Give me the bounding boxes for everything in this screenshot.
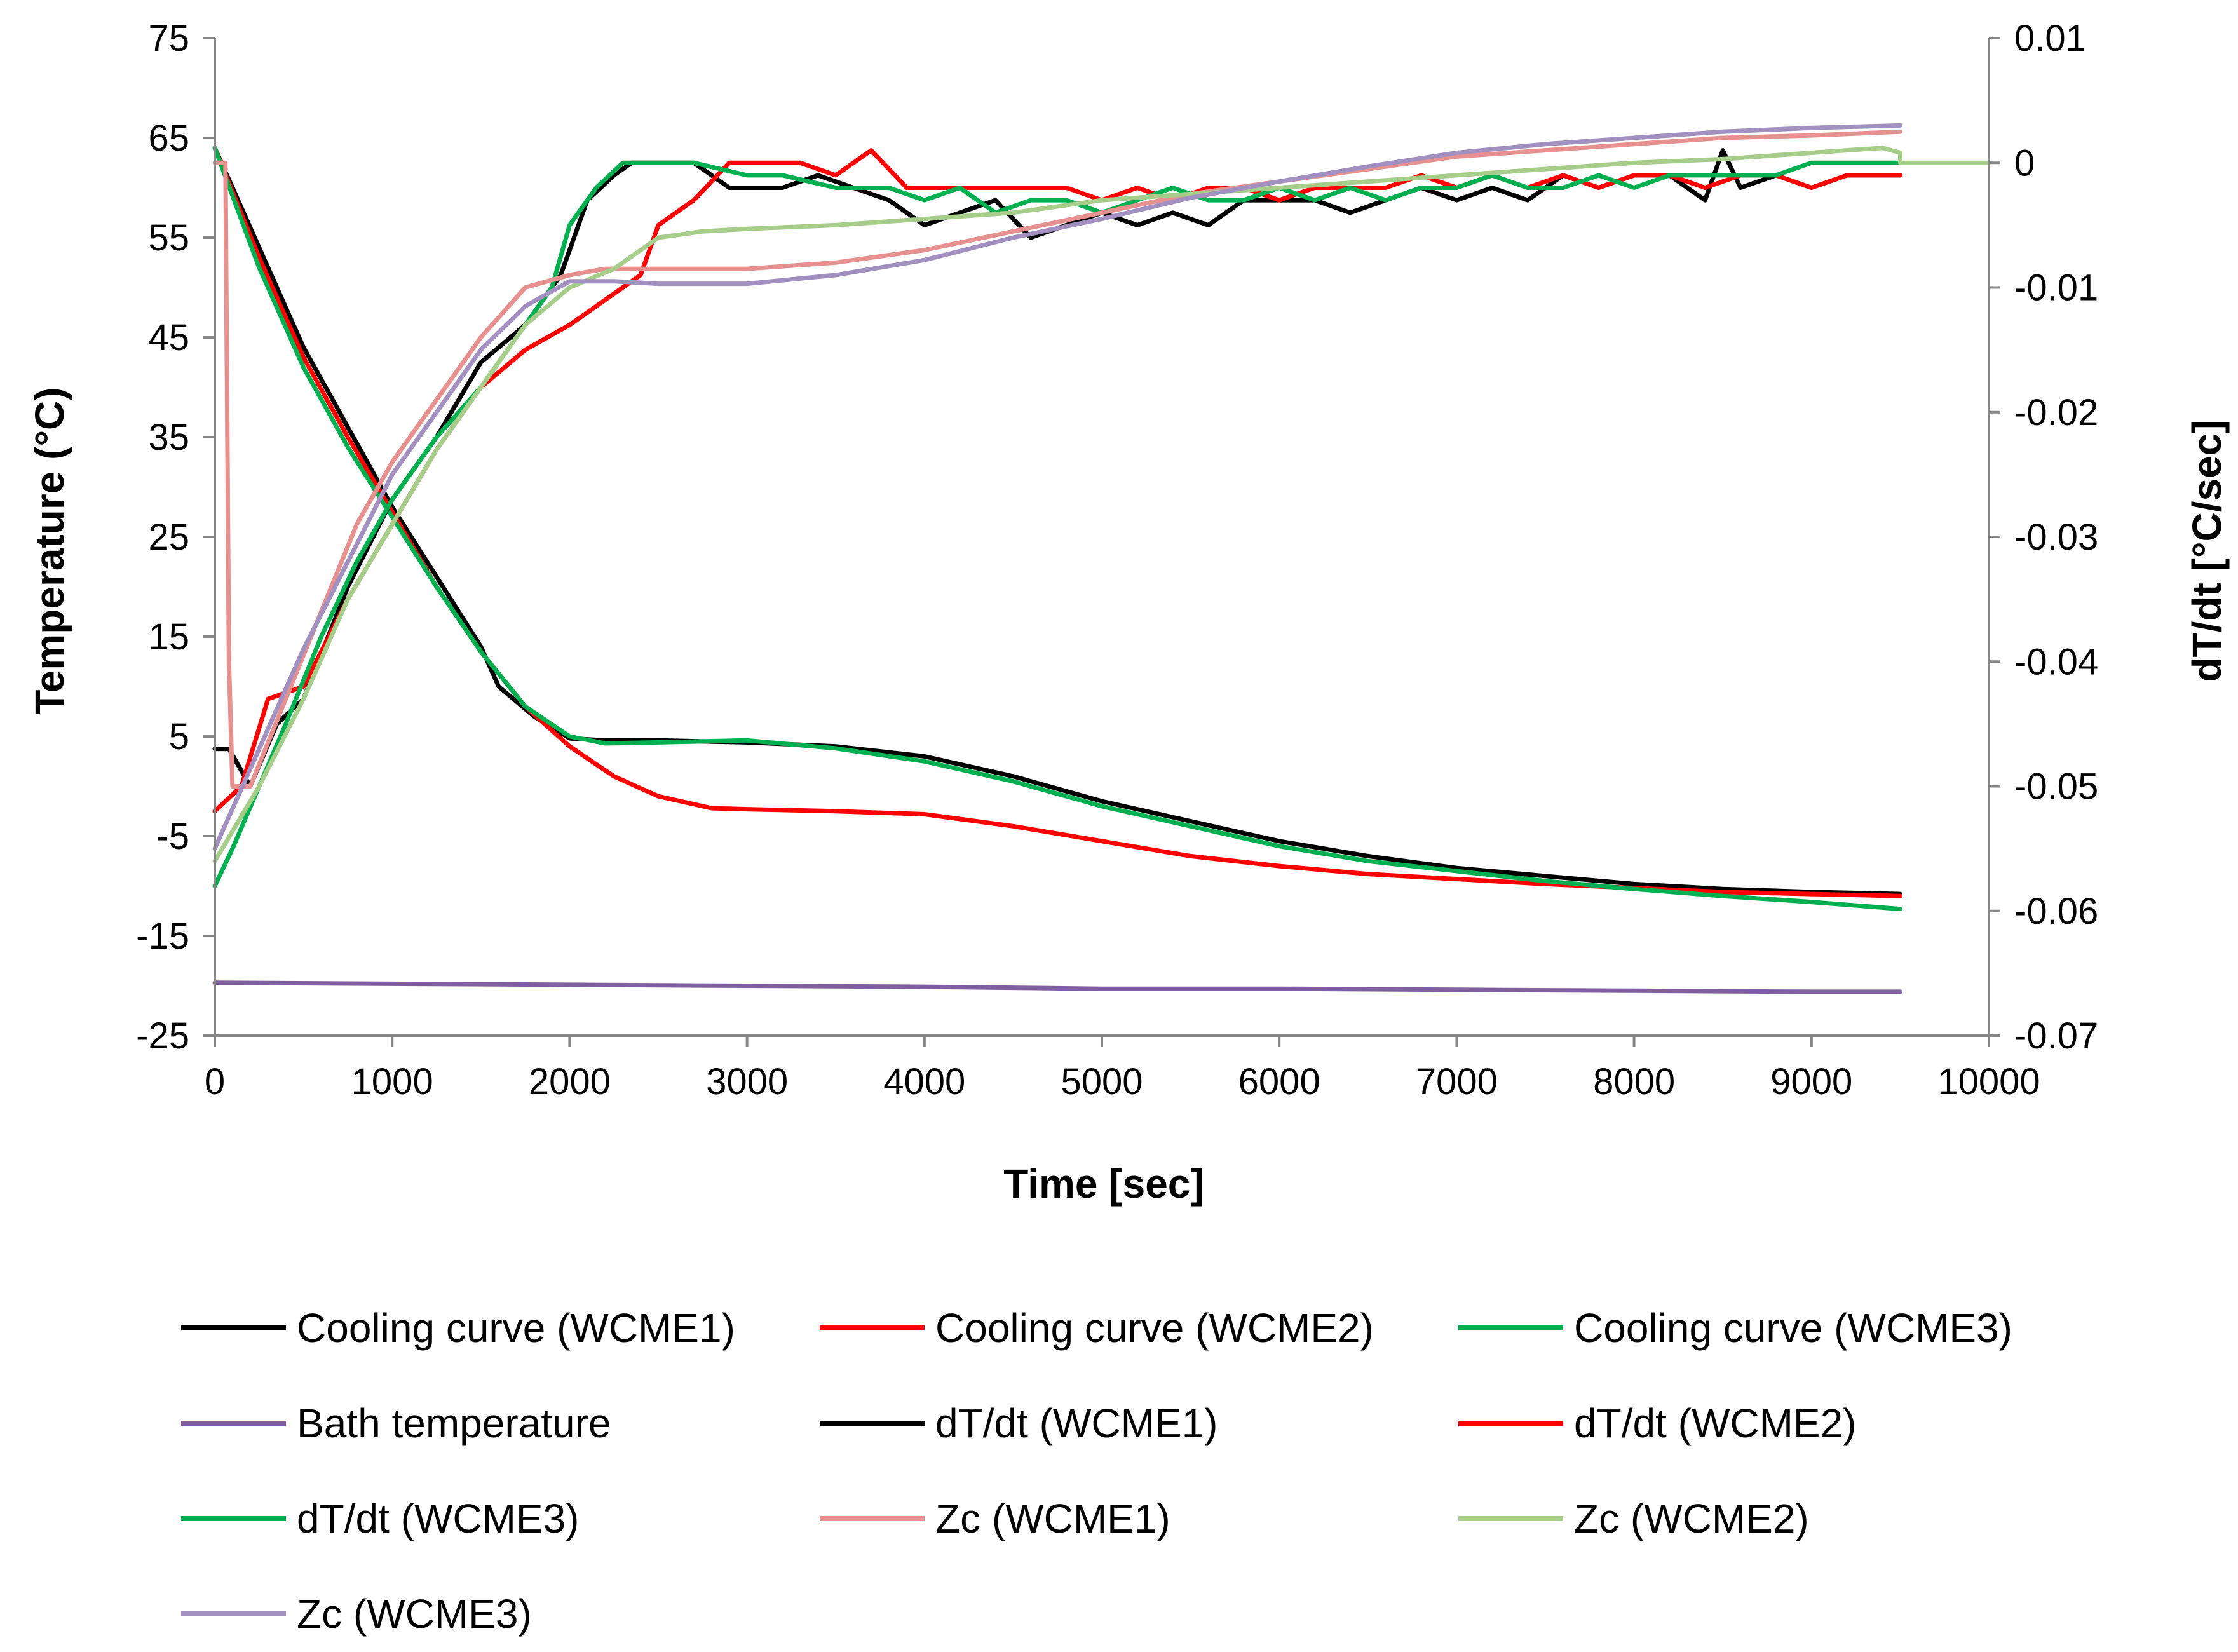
legend-label: Bath temperature (297, 1400, 611, 1446)
y-tick-label: -15 (136, 916, 189, 957)
series-line-10 (212, 123, 1902, 851)
plot-axes (203, 37, 2000, 1047)
series-lines (212, 123, 1991, 994)
series-line-8 (212, 129, 1902, 789)
y-tick-label: 15 (148, 616, 189, 658)
legend-label: dT/dt (WCME3) (297, 1496, 579, 1541)
y-tick-label: 65 (148, 118, 189, 159)
series-line-5 (212, 148, 1902, 789)
y-axis-title: Temperature (°C) (27, 387, 72, 714)
x-tick-label: 1000 (351, 1061, 433, 1102)
legend-label: Cooling curve (WCME2) (935, 1305, 1374, 1351)
y-tick-label: 75 (148, 18, 189, 59)
series-line-7 (212, 160, 1902, 888)
x-tick-label: 10000 (1937, 1061, 2040, 1102)
x-tick-label: 4000 (883, 1061, 965, 1102)
y2-tick-label: -0.05 (2014, 766, 2098, 808)
series-line-4 (212, 980, 1902, 994)
tick-labels: 0 1000 2000 3000 4000 5000 6000 7000 8000 9000 100… (136, 18, 2098, 1102)
y2-tick-label: -0.06 (2014, 891, 2098, 932)
x-tick-label: 8000 (1593, 1061, 1675, 1102)
y-tick-label: 5 (169, 716, 189, 757)
y2-tick-label: -0.04 (2014, 641, 2098, 682)
y-tick-label: 55 (148, 217, 189, 259)
legend-label: Cooling curve (WCME3) (1574, 1305, 2012, 1351)
y-tick-label: 25 (148, 517, 189, 558)
y2-tick-label: -0.01 (2014, 267, 2098, 309)
series-line-2 (212, 146, 1902, 898)
x-tick-label: 2000 (529, 1061, 611, 1102)
y-tick-label: -5 (156, 816, 189, 857)
legend-label: Zc (WCME2) (1574, 1496, 1809, 1541)
legend-label: dT/dt (WCME1) (935, 1400, 1217, 1446)
y2-tick-label: 0.01 (2014, 18, 2086, 59)
legend-label: Cooling curve (WCME1) (297, 1305, 735, 1351)
series-line-3 (212, 146, 1902, 912)
legend-label: Zc (WCME3) (297, 1591, 532, 1637)
y-tick-label: -25 (136, 1015, 189, 1057)
legend-label: Zc (WCME1) (935, 1496, 1170, 1541)
legend: Cooling curve (WCME1) Cooling curve (WCME… (181, 1305, 2012, 1637)
x-tick-label: 6000 (1238, 1061, 1320, 1102)
x-tick-label: 5000 (1061, 1061, 1143, 1102)
series-line-1 (212, 146, 1902, 897)
y2-tick-label: 0 (2014, 142, 2035, 184)
y2-axis-title: dT/dt [°C/sec] (2184, 419, 2230, 682)
y2-tick-label: -0.03 (2014, 517, 2098, 558)
x-tick-label: 7000 (1416, 1061, 1498, 1102)
series-line-9 (212, 146, 1991, 863)
y2-tick-label: -0.02 (2014, 392, 2098, 433)
x-tick-label: 3000 (706, 1061, 788, 1102)
x-tick-label: 0 (205, 1061, 225, 1102)
series-line-6 (212, 148, 1902, 814)
y2-tick-label: -0.07 (2014, 1015, 2098, 1057)
legend-label: dT/dt (WCME2) (1574, 1400, 1856, 1446)
x-axis-title: Time [sec] (1003, 1161, 1204, 1207)
x-tick-label: 9000 (1770, 1061, 1852, 1102)
y-tick-label: 35 (148, 417, 189, 458)
y-tick-label: 45 (148, 317, 189, 358)
